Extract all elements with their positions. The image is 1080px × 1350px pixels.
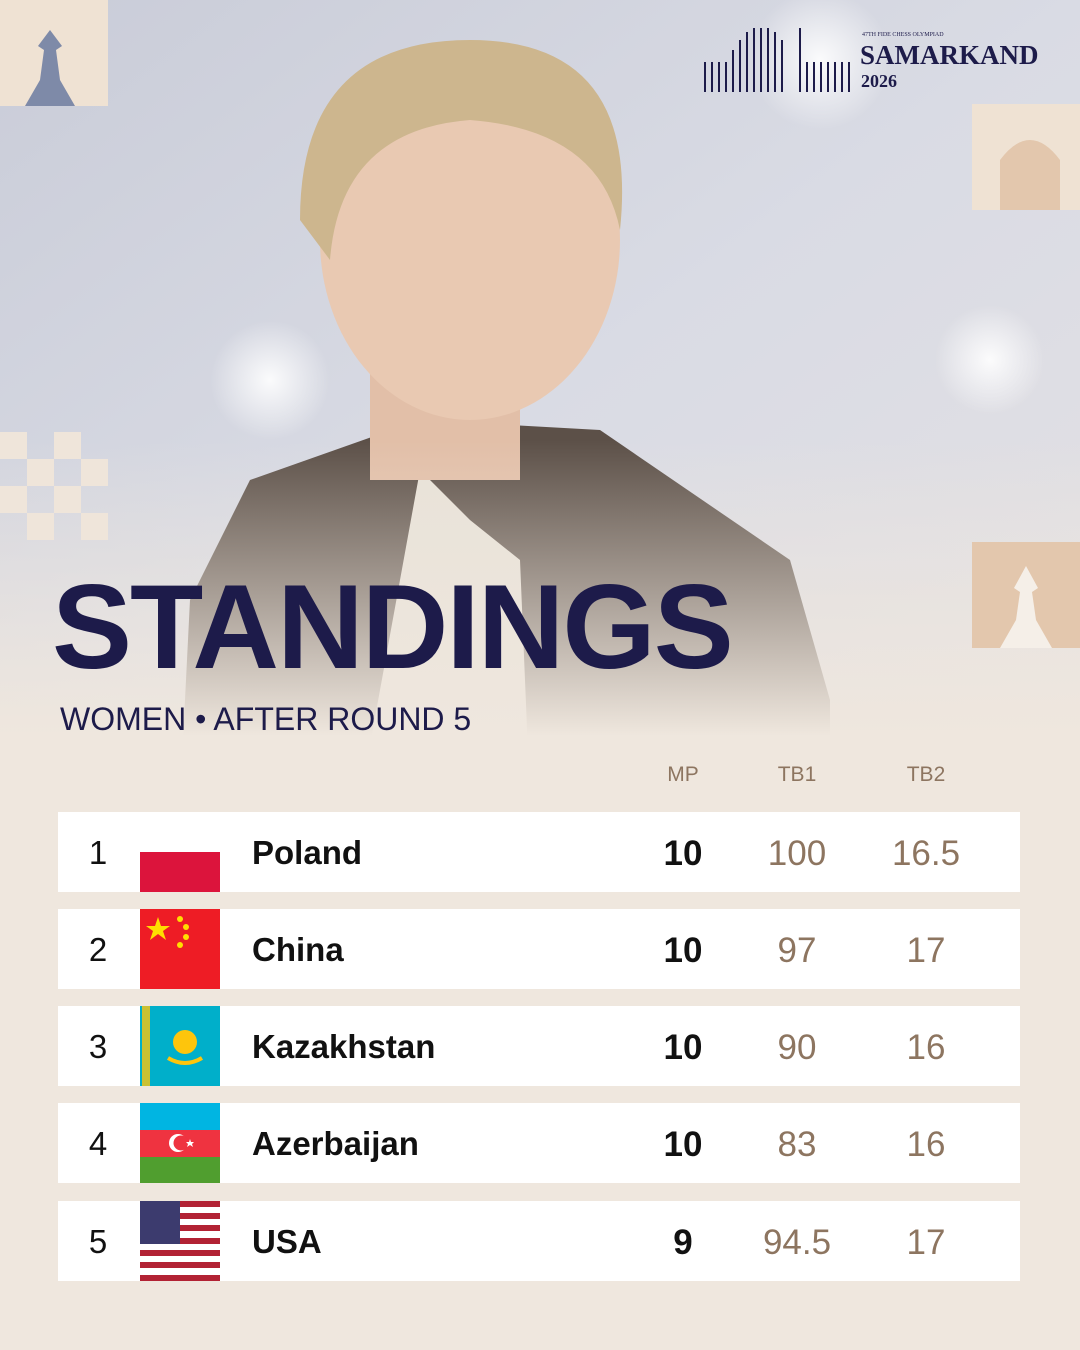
tb1: 100 <box>767 834 827 873</box>
header-mp: MP <box>667 763 699 786</box>
rank: 3 <box>88 1028 108 1065</box>
flag <box>140 1006 220 1086</box>
flag <box>140 1201 220 1281</box>
header-tb1: TB1 <box>777 763 817 786</box>
rank: 1 <box>88 834 108 871</box>
tb1: 97 <box>777 931 817 970</box>
mp: 9 <box>673 1223 693 1262</box>
country: Poland <box>252 834 363 871</box>
tb2: 16 <box>906 1028 946 1067</box>
rank: 2 <box>88 931 108 968</box>
tb1: 94.5 <box>762 1223 832 1262</box>
country: Kazakhstan <box>252 1028 436 1065</box>
table-row: 2 China 10 97 17 <box>58 909 1020 989</box>
country: USA <box>252 1223 322 1260</box>
table-row: 3 Kazakhstan 10 90 16 <box>58 1006 1020 1086</box>
mp: 10 <box>663 834 703 873</box>
table-row: 5 USA 9 94.5 17 <box>58 1201 1020 1281</box>
flag <box>140 1103 220 1183</box>
background-photo <box>0 0 1080 800</box>
tb2: 17 <box>906 1223 946 1262</box>
mp: 10 <box>663 931 703 970</box>
title: STANDINGS <box>52 560 734 694</box>
logo-city: SAMARKAND <box>860 40 1039 70</box>
subtitle: WOMEN • AFTER ROUND 5 <box>60 701 472 737</box>
tb1: 90 <box>777 1028 817 1067</box>
rank: 4 <box>88 1125 108 1162</box>
rank: 5 <box>88 1223 108 1260</box>
logo-event: 47TH FIDE CHESS OLYMPIAD <box>862 32 944 38</box>
mp: 10 <box>663 1028 703 1067</box>
mp: 10 <box>663 1125 703 1164</box>
flag <box>140 812 220 892</box>
table-row: 4 Azerbaijan 10 83 16 <box>58 1103 1020 1183</box>
flag <box>140 909 220 989</box>
table-row: 1 Poland 10 100 16.5 <box>58 812 1020 892</box>
country: China <box>252 931 344 968</box>
tb1: 83 <box>777 1125 817 1164</box>
tb2: 17 <box>906 931 946 970</box>
header-tb2: TB2 <box>906 763 946 786</box>
logo-year: 2026 <box>861 71 897 91</box>
tb2: 16.5 <box>891 834 961 873</box>
tb2: 16 <box>906 1125 946 1164</box>
country: Azerbaijan <box>252 1125 419 1162</box>
